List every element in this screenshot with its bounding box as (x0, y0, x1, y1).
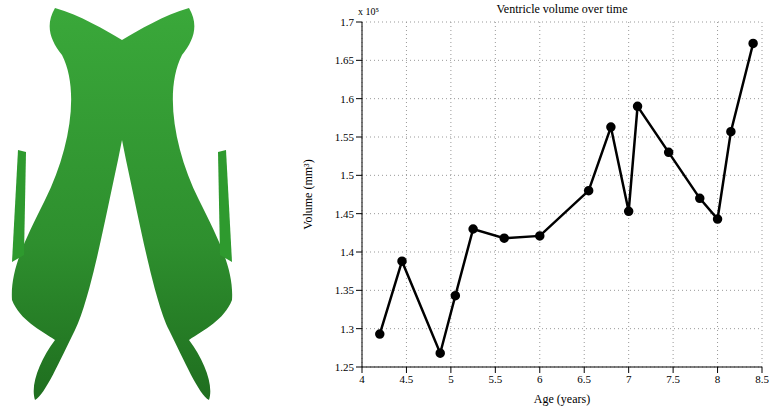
svg-text:1.65: 1.65 (335, 54, 355, 66)
svg-text:1.6: 1.6 (340, 93, 354, 105)
svg-text:7: 7 (626, 373, 632, 385)
svg-text:1.35: 1.35 (335, 284, 355, 296)
svg-text:1.25: 1.25 (335, 361, 355, 373)
svg-text:1.3: 1.3 (340, 323, 354, 335)
svg-text:7.5: 7.5 (666, 373, 680, 385)
svg-text:6: 6 (537, 373, 543, 385)
svg-text:1.45: 1.45 (335, 208, 355, 220)
html-text:Ventricle volume over time: Ventricle volume over time (496, 2, 628, 16)
svg-text:1.7: 1.7 (340, 16, 354, 28)
svg-text:5.5: 5.5 (488, 373, 502, 385)
svg-text:4: 4 (359, 373, 365, 385)
svg-text:1.4: 1.4 (340, 246, 354, 258)
svg-text:8.5: 8.5 (755, 373, 769, 385)
svg-text:4.5: 4.5 (400, 373, 414, 385)
svg-text:Age (years): Age (years) (534, 392, 590, 406)
svg-text:Volume (mm³): Volume (mm³) (301, 159, 315, 229)
svg-text:5: 5 (448, 373, 454, 385)
html-text:x 10⁵: x 10⁵ (358, 6, 379, 17)
svg-text:1.5: 1.5 (340, 169, 354, 181)
svg-text:1.55: 1.55 (335, 131, 355, 143)
svg-text:6.5: 6.5 (577, 373, 591, 385)
svg-text:8: 8 (715, 373, 721, 385)
